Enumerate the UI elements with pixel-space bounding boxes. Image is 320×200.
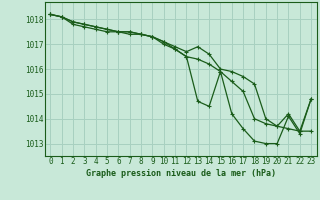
X-axis label: Graphe pression niveau de la mer (hPa): Graphe pression niveau de la mer (hPa) — [86, 169, 276, 178]
